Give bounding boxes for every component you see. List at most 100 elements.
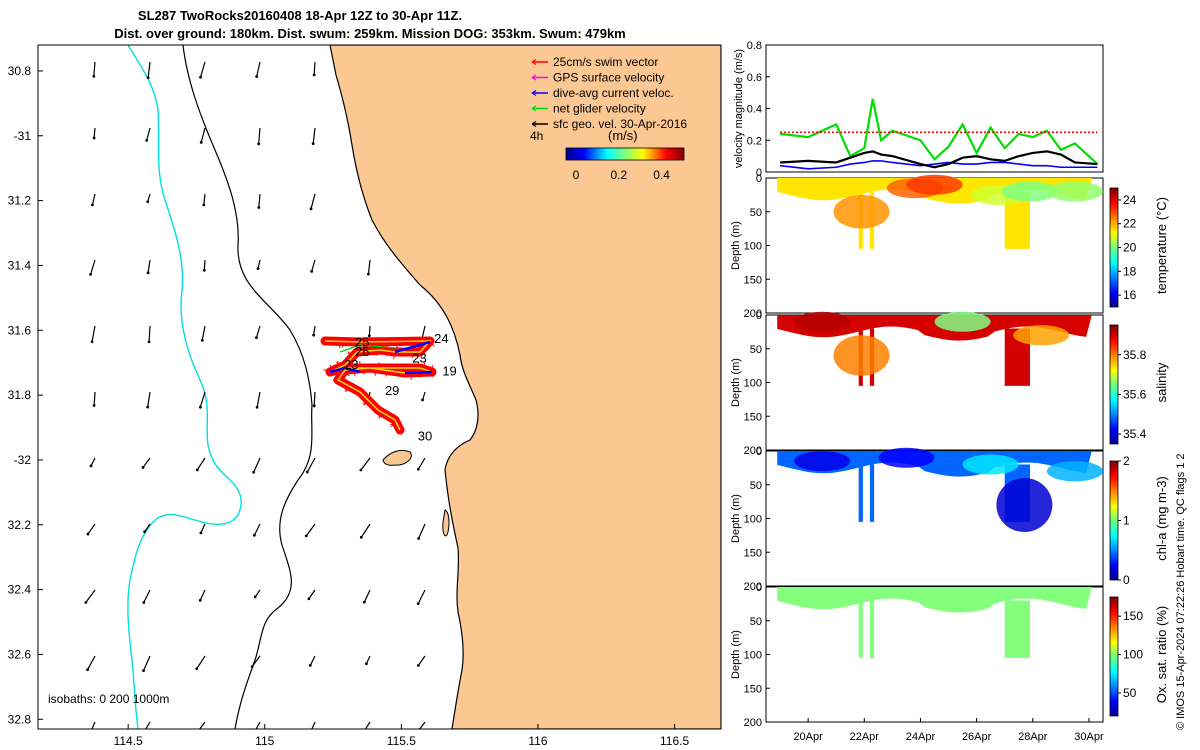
current-vector [368, 325, 371, 336]
current-vector [253, 523, 261, 536]
speed-colorbar-tick: 0.4 [653, 168, 670, 182]
depth-tick-label: 0 [756, 173, 762, 185]
surface-current-vectors [84, 61, 426, 738]
current-vector [418, 523, 426, 539]
current-vector [147, 391, 151, 408]
current-vector-head [250, 665, 254, 669]
current-vector-head [194, 733, 197, 736]
velocity-y-label: velocity magnitude (m/s) [733, 49, 745, 168]
current-vector-head [312, 404, 316, 408]
legend-label: GPS surface velocity [553, 71, 664, 85]
swim-vector [375, 349, 381, 356]
net-glider-velocity [339, 344, 396, 353]
current-vector [308, 589, 316, 600]
current-vector-head [251, 735, 254, 738]
current-vector [310, 193, 316, 209]
current-vector [363, 589, 371, 603]
current-vector [142, 655, 151, 671]
current-vector [93, 61, 96, 77]
current-vector [365, 655, 371, 665]
depth-tick-label: 100 [744, 514, 762, 526]
current-vector [254, 589, 261, 598]
current-vector-head [421, 398, 424, 402]
current-vector-head [308, 734, 311, 737]
credit-text: © IMOS 15-Apr-2024 07:22:26 Hobart time.… [1175, 453, 1187, 730]
swim-vector [386, 351, 393, 357]
depth-tick-label: 100 [744, 241, 762, 253]
legend-arrowhead [531, 89, 537, 97]
current-vector-head [198, 405, 202, 409]
swim-vector [416, 347, 425, 349]
current-vector [90, 457, 96, 467]
current-vector [313, 61, 316, 75]
current-vector [306, 457, 316, 473]
velocity-y-tick-label: 0.6 [747, 72, 762, 84]
section-patch [794, 451, 851, 472]
depth-tick-label: 50 [750, 207, 762, 219]
legend-label: dive-avg current veloc. [553, 86, 674, 100]
current-vector [313, 391, 316, 406]
swim-vector [429, 340, 435, 347]
map-y-tick-label: 31.6 [8, 323, 32, 337]
colorbar-tick-label: 22 [1123, 217, 1137, 231]
current-vector-head [84, 601, 88, 604]
current-vector-head [146, 271, 150, 275]
current-vector-head [359, 535, 363, 539]
swim-vector [363, 402, 371, 405]
depth-tick-label: 200 [744, 581, 762, 593]
current-vector [313, 325, 316, 336]
current-vector [257, 259, 261, 269]
current-vector [200, 127, 206, 143]
legend-label: sfc geo. vel. 30-Apr-2016 [553, 117, 687, 131]
current-vector-head [364, 662, 368, 666]
current-vector [144, 523, 151, 533]
swim-vector [374, 368, 378, 376]
swim-vector [417, 361, 421, 369]
speed-colorbar-ticks: 0 0.2 0.4 [573, 168, 671, 182]
map-y-tick-label: 31.4 [8, 258, 32, 272]
section-axes [765, 586, 1104, 723]
current-vector-head [146, 405, 150, 409]
current-vector [258, 193, 261, 208]
speed-colorbar [565, 147, 685, 161]
section-patch [906, 174, 963, 195]
current-vector [196, 655, 206, 670]
current-vector-head [142, 601, 146, 604]
section-patch [1046, 181, 1103, 202]
velocity-y-tick-label: 0.2 [747, 135, 762, 147]
depth-axis-label: Depth (m) [730, 630, 742, 679]
current-vector [146, 127, 151, 141]
speed-colorbar-tick: 0 [573, 168, 580, 182]
current-vector-head [362, 600, 366, 604]
map-x-tick-label: 116.5 [660, 734, 689, 748]
colorbar-tick-label: 0 [1123, 573, 1130, 587]
isobaths-label: isobaths: 0 200 1000m [48, 692, 169, 706]
section-patch [878, 447, 935, 468]
colorbar-tick-label: 16 [1123, 288, 1137, 302]
section-panel: 0 50 100 150 200 Depth (m) 16 18 20 22 24 temperatu… [730, 173, 1169, 320]
island-rottnest [382, 449, 412, 466]
current-vector [255, 325, 261, 338]
current-vector [309, 655, 316, 666]
current-vector [91, 325, 96, 342]
depth-tick-label: 150 [744, 683, 762, 695]
map-y-tick-label: -31 [14, 129, 32, 143]
time-tick-label: 24Apr [906, 731, 936, 743]
section-colorbar [1109, 596, 1119, 717]
current-vector-head [311, 142, 315, 146]
current-vector-head [147, 340, 151, 344]
depth-axis-label: Depth (m) [730, 494, 742, 543]
swim-vector [424, 366, 432, 371]
swim-vector [344, 384, 348, 392]
current-vector-head [86, 532, 90, 536]
swim-vector [323, 368, 331, 373]
swim-vector [361, 344, 365, 352]
current-vector-head [92, 136, 96, 140]
current-vector-head [307, 597, 311, 601]
velocity-series-line [779, 160, 1098, 170]
section-panel: 0 50 100 150 200 Depth (m) 35.4 35.6 35.8 salinit… [730, 310, 1169, 457]
current-vector-head [145, 138, 149, 142]
depth-tick-label: 0 [756, 310, 762, 322]
current-vector-head [91, 203, 94, 207]
